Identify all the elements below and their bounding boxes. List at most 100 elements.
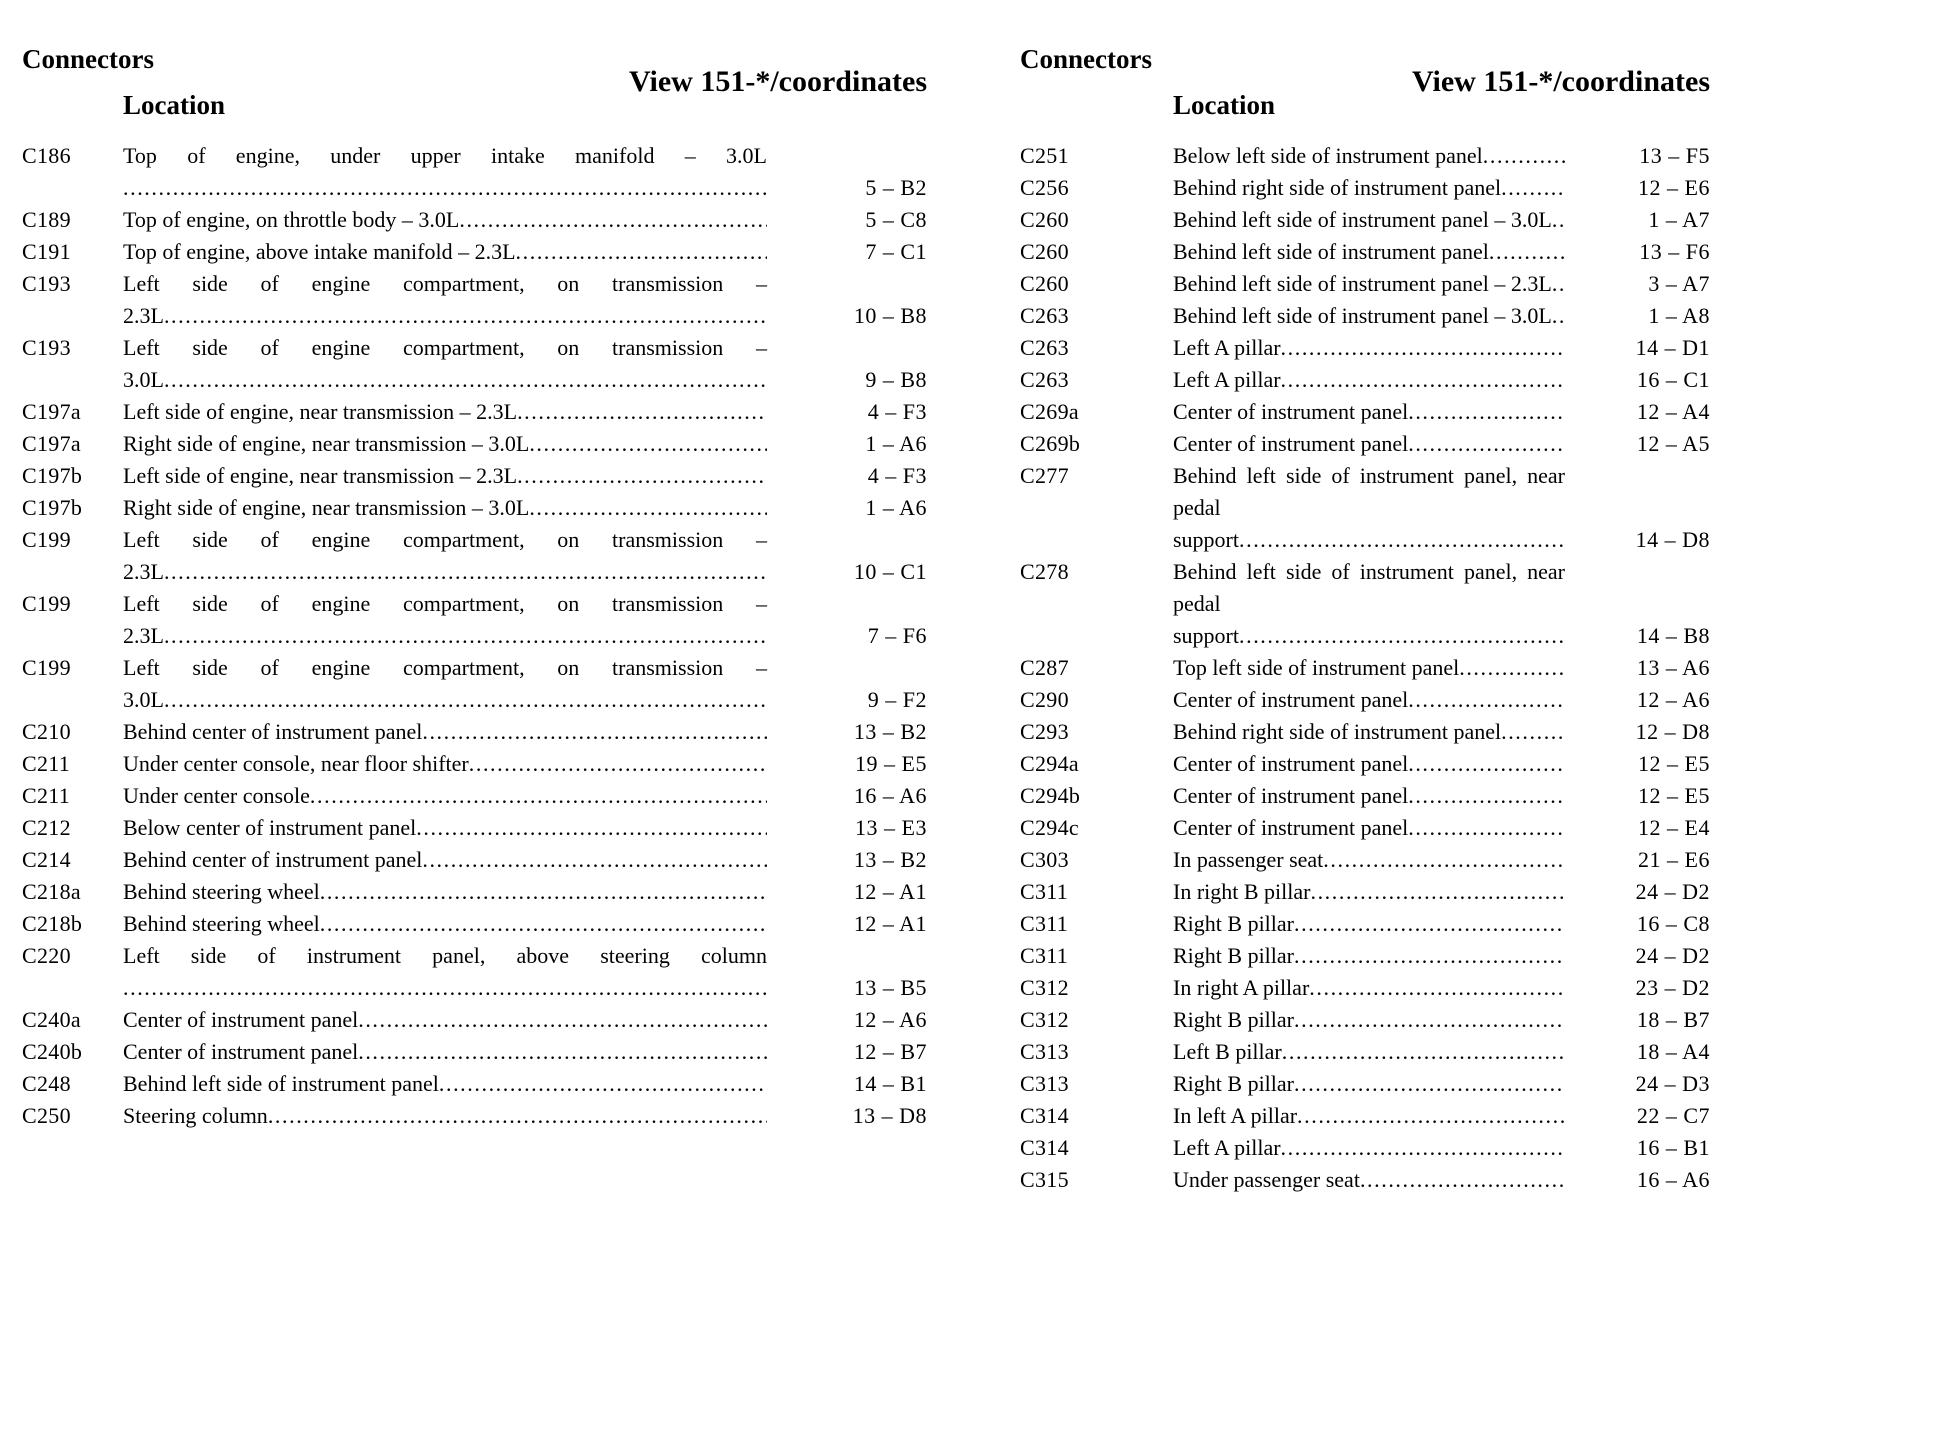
table-header-right: Connectors View 151-*/coordinates Locati… [1020,44,1710,140]
connector-location: Below left side of instrument panel.....… [1173,140,1565,172]
location-text: Steering column [123,1103,268,1128]
entries-list-right: C251 Below left side of instrument panel.… [1020,140,1710,1196]
connector-id: C311 [1020,943,1069,968]
location-text-line: Right B pillar..........................… [1173,940,1565,972]
dot-leader: ........................................… [319,879,767,904]
connector-location: Left side of engine, near transmission –… [123,460,767,492]
location-text: Behind steering wheel [123,879,320,904]
connectors-heading: Connectors [22,44,154,74]
connector-location: Behind right side of instrument panel...… [1173,716,1565,748]
connector-location: Behind right side of instrument panel...… [1173,172,1565,204]
connector-location: Behind center of instrument panel.......… [123,716,767,748]
dot-leader: ........................................… [1501,175,1565,200]
view-coordinate: 5 – B2 [865,175,927,200]
location-text-line: In left A pillar........................… [1173,1100,1565,1132]
connector-location: Behind left side of instrument panel – 3… [1173,204,1565,236]
dot-leader: ........................................… [1309,975,1565,1000]
view-coordinates-heading: View 151-*/coordinates [628,65,927,98]
view-coordinate: 16 – B1 [1636,1135,1710,1160]
location-text: Behind left side of instrument panel [123,1071,439,1096]
table-row: C293 Behind right side of instrument pane… [1020,716,1710,748]
table-header-left: Connectors View 151-*/coordinates Locati… [22,44,927,140]
connector-location: Right B pillar..........................… [1173,1068,1565,1100]
dot-leader: ........................................… [1323,847,1565,872]
dot-leader: ........................................… [517,463,767,488]
dot-leader: ........................................… [1408,783,1565,808]
connector-id: C251 [1020,143,1069,168]
table-row: C218a Behind steering wheel..............… [22,876,927,908]
connector-id: C197b [22,495,83,520]
view-coordinate: 5 – C8 [865,207,927,232]
dot-leader: ........................................… [267,1103,767,1128]
dot-leader: ........................................… [416,815,767,840]
connector-location: In left A pillar........................… [1173,1100,1565,1132]
view-coordinate: 13 – F5 [1639,143,1710,168]
connector-id: C186 [22,143,71,168]
dot-leader: ........................................… [123,175,767,200]
view-coordinate: 24 – D2 [1635,879,1710,904]
table-row: C186 Top of engine, under upper intake ma… [22,140,927,204]
location-text: Behind left side of instrument panel – 3… [1173,207,1552,232]
dot-leader: ........................................… [1408,815,1565,840]
location-text: Top left side of instrument panel [1173,655,1460,680]
view-coordinate: 12 – E5 [1638,783,1710,808]
location-text: Center of instrument panel [1173,431,1409,456]
connector-location: In passenger seat.......................… [1173,844,1565,876]
view-coordinate: 1 – A6 [865,495,927,520]
location-text: 2.3L [123,623,164,648]
location-text: Right side of engine, near transmission … [123,495,530,520]
location-text: Below center of instrument panel [123,815,417,840]
connector-location: Behind left side of instrument panel – 3… [1173,300,1565,332]
connector-id: C240a [22,1007,81,1032]
dot-leader: ........................................… [1482,143,1565,168]
view-coordinate: 16 – A6 [853,783,927,808]
dot-leader: ........................................… [1551,303,1565,328]
location-text-line: Top of engine, above intake manifold – 2… [123,236,767,268]
location-text-line: Below left side of instrument panel.....… [1173,140,1565,172]
location-text: Right B pillar [1173,943,1294,968]
dot-leader: ........................................… [1551,271,1565,296]
location-text-line: Behind left side of instrument panel....… [123,1068,767,1100]
connector-id: C197a [22,399,81,424]
location-text: Right B pillar [1173,1007,1294,1032]
connector-location: Top left side of instrument panel.......… [1173,652,1565,684]
location-text-line: Left A pillar...........................… [1173,1132,1565,1164]
connector-location: Center of instrument panel..............… [1173,812,1565,844]
dot-leader: ........................................… [1280,1135,1565,1160]
connector-location: Below center of instrument panel........… [123,812,767,844]
dot-leader: ........................................… [1408,399,1565,424]
dot-leader: ........................................… [1239,527,1565,552]
location-text: Center of instrument panel [1173,783,1409,808]
location-text: support [1173,527,1239,552]
location-text: Below left side of instrument panel [1173,143,1483,168]
location-text-line: Left A pillar...........................… [1173,364,1565,396]
connector-id: C294a [1020,751,1079,776]
view-coordinate: 14 – B1 [853,1071,927,1096]
connector-id: C211 [22,783,71,808]
location-text-line: In right B pillar.......................… [1173,876,1565,908]
location-text-line: Left A pillar...........................… [1173,332,1565,364]
location-text: Behind right side of instrument panel [1173,719,1502,744]
table-row: C211 Under center console, near floor shi… [22,748,927,780]
connector-id: C277 [1020,463,1069,488]
connector-location: Left side of engine compartment, on tran… [123,524,767,588]
table-row: C211 Under center console................… [22,780,927,812]
view-coordinate: 12 – A1 [853,911,927,936]
location-text-line: Top of engine, under upper intake manifo… [123,143,767,168]
location-text-line: support.................................… [1173,620,1565,652]
table-row: C197b Left side of engine, near transmiss… [22,460,927,492]
view-coordinate: 9 – B8 [865,367,927,392]
table-row: C193 Left side of engine compartment, on … [22,332,927,396]
location-text: Left A pillar [1173,367,1281,392]
connector-id: C312 [1020,1007,1069,1032]
table-row: C313 Left B pillar.......................… [1020,1036,1710,1068]
view-coordinate: 12 – A1 [853,879,927,904]
location-text: Top of engine, on throttle body – 3.0L [123,207,460,232]
view-coordinate: 13 – D8 [852,1103,927,1128]
connector-location: Center of instrument panel..............… [1173,396,1565,428]
location-text: Under passenger seat [1173,1167,1360,1192]
view-coordinate: 9 – F2 [867,687,927,712]
connectors-table-right: Connectors View 151-*/coordinates Locati… [1020,44,1710,1196]
location-text: Behind steering wheel [123,911,320,936]
view-coordinate: 10 – B8 [853,303,927,328]
